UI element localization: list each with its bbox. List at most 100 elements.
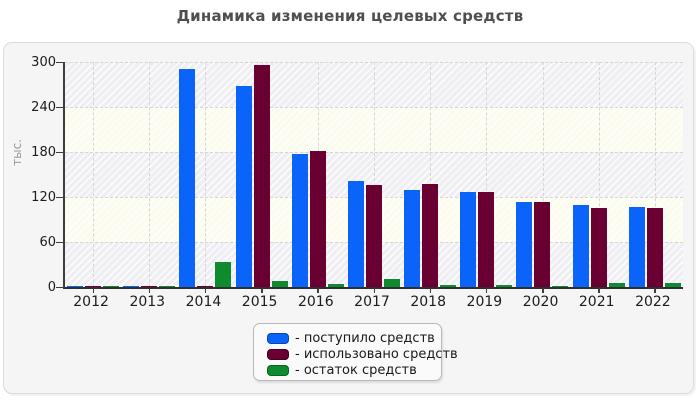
x-axis-label: 2019 xyxy=(466,294,503,310)
bar-remainder-2013 xyxy=(159,285,176,287)
x-tick xyxy=(148,288,151,293)
v-gridline xyxy=(598,62,600,287)
y-axis-label: 0 xyxy=(47,279,56,295)
x-axis-label: 2013 xyxy=(129,294,166,310)
y-tick xyxy=(56,152,63,153)
y-axis-label: 240 xyxy=(31,99,56,115)
bar-received-2018 xyxy=(404,190,421,287)
x-tick xyxy=(204,288,207,293)
bar-used-2012 xyxy=(85,285,101,287)
plot-area xyxy=(56,62,683,293)
x-tick xyxy=(373,288,375,293)
bar-received-2012 xyxy=(67,285,83,287)
legend-label-remainder: - остаток средств xyxy=(295,362,417,378)
bar-received-2019 xyxy=(460,191,477,287)
y-tick xyxy=(56,242,63,243)
x-tick xyxy=(598,288,600,293)
bar-used-2020 xyxy=(534,201,551,287)
legend-item-received: - поступило средств xyxy=(267,330,441,346)
bar-remainder-2022 xyxy=(664,282,681,287)
bar-group-2017 xyxy=(347,180,400,287)
x-axis-labels: 2012 2013 2014 2015 2016 2017 2018 2019 2020 2021… xyxy=(63,294,681,312)
y-tick xyxy=(56,62,63,63)
x-axis-label: 2018 xyxy=(410,294,446,310)
bar-received-2013 xyxy=(123,285,140,287)
bar-used-2021 xyxy=(590,208,607,287)
y-axis-label: 300 xyxy=(31,54,56,70)
x-tick xyxy=(317,288,319,293)
bar-used-2019 xyxy=(478,191,495,287)
bar-group-2019 xyxy=(460,191,513,287)
y-axis-label: 120 xyxy=(31,189,56,205)
v-gridline xyxy=(430,62,432,287)
bar-used-2016 xyxy=(309,151,326,287)
y-tick xyxy=(56,287,63,288)
legend: - поступило средств - использовано средст… xyxy=(253,323,458,381)
bar-group-2015 xyxy=(235,65,288,287)
bar-received-2017 xyxy=(347,180,364,287)
bar-group-2021 xyxy=(572,204,625,287)
bar-group-2014 xyxy=(179,68,232,287)
bar-received-2014 xyxy=(179,68,196,287)
x-axis-label: 2020 xyxy=(522,294,559,310)
x-tick xyxy=(92,288,95,293)
bar-remainder-2021 xyxy=(608,283,625,287)
bar-used-2017 xyxy=(365,185,382,287)
chart-panel: тыс. 0 60 120 180 240 300 2012 2013 2014 2015 201… xyxy=(3,42,694,394)
x-axis-label: 2012 xyxy=(73,294,109,310)
v-gridline xyxy=(149,62,151,287)
x-tick xyxy=(485,288,488,293)
legend-item-used: - использовано средств xyxy=(267,346,458,362)
legend-item-remainder: - остаток средств xyxy=(267,362,441,378)
x-axis-label: 2022 xyxy=(635,294,671,310)
bar-remainder-2016 xyxy=(327,284,344,287)
legend-swatch-used xyxy=(267,348,289,360)
x-tick xyxy=(429,288,432,293)
bar-remainder-2015 xyxy=(271,281,288,287)
bar-group-2018 xyxy=(404,183,457,287)
y-axis-label: 60 xyxy=(39,234,56,250)
x-axis-label: 2016 xyxy=(297,294,334,310)
bar-used-2013 xyxy=(141,285,158,287)
bar-received-2022 xyxy=(628,206,645,287)
v-gridline xyxy=(374,62,375,287)
v-gridline xyxy=(486,62,488,287)
legend-swatch-received xyxy=(267,332,289,344)
y-tick xyxy=(56,107,63,108)
x-axis-label: 2021 xyxy=(578,294,615,310)
bar-remainder-2012 xyxy=(103,285,119,287)
bar-received-2015 xyxy=(235,86,252,287)
bar-remainder-2017 xyxy=(383,278,400,287)
bar-used-2022 xyxy=(646,207,663,287)
legend-label-received: - поступило средств xyxy=(295,330,435,346)
x-tick xyxy=(654,288,656,293)
bar-used-2015 xyxy=(253,65,270,287)
bar-group-2020 xyxy=(516,201,569,287)
bar-remainder-2019 xyxy=(496,284,513,287)
bar-remainder-2018 xyxy=(440,284,457,287)
bar-received-2016 xyxy=(291,153,308,287)
bar-group-2022 xyxy=(628,206,681,287)
bar-received-2020 xyxy=(516,202,533,287)
x-tick xyxy=(261,288,263,293)
chart-title: Динамика изменения целевых средств xyxy=(176,7,524,25)
bar-received-2021 xyxy=(572,204,589,287)
legend-swatch-remainder xyxy=(267,364,289,376)
v-gridline xyxy=(542,62,544,287)
v-gridline xyxy=(654,62,656,287)
x-axis-label: 2015 xyxy=(241,294,278,310)
y-axis-label: 180 xyxy=(31,144,56,160)
bar-remainder-2014 xyxy=(215,261,232,287)
x-axis-label: 2017 xyxy=(354,294,390,310)
bar-remainder-2020 xyxy=(552,285,569,287)
v-gridline xyxy=(205,62,207,287)
x-axis-label: 2014 xyxy=(185,294,222,310)
y-tick xyxy=(56,197,63,198)
v-gridline xyxy=(93,62,95,287)
x-tick xyxy=(542,288,544,293)
bar-used-2014 xyxy=(197,285,214,287)
legend-label-used: - использовано средств xyxy=(295,346,458,362)
bar-group-2016 xyxy=(291,151,344,287)
bar-group-2012 xyxy=(67,285,119,287)
bar-group-2013 xyxy=(123,285,176,287)
